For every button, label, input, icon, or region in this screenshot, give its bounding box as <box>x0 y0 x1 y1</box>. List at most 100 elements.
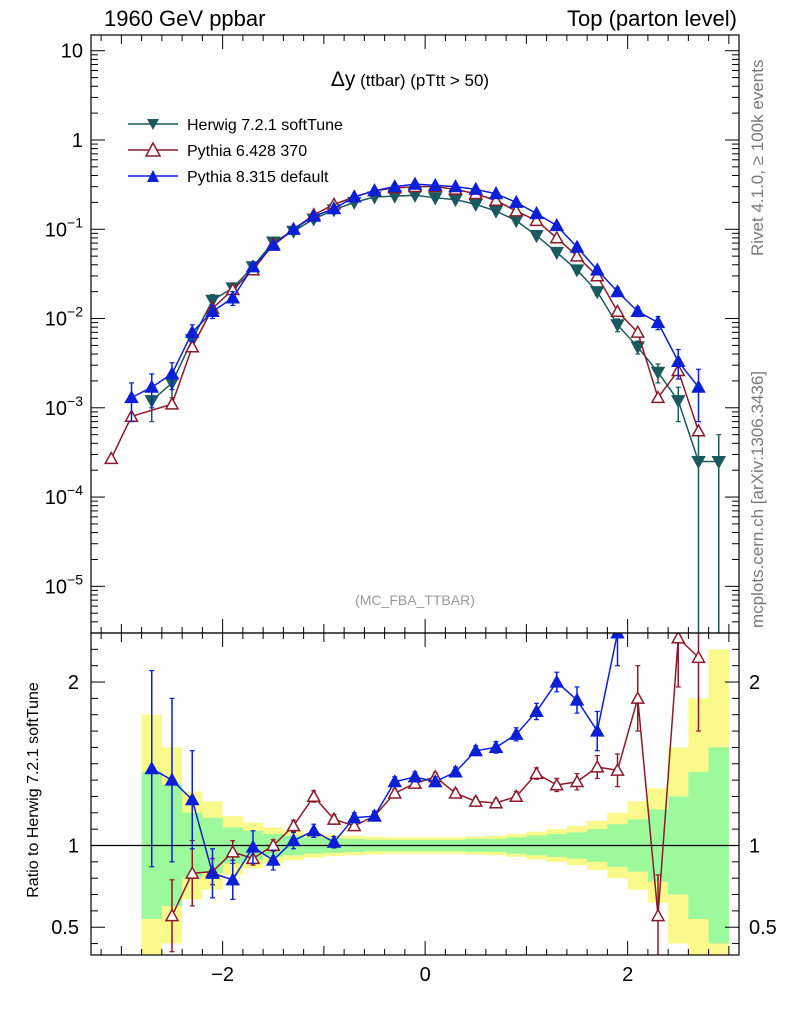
main-point-pythia-6-428-370 <box>650 390 666 404</box>
ratio-point-pythia-6-428-370 <box>225 844 241 858</box>
ratio-point-pythia-8-315-default <box>427 774 443 788</box>
main-point-herwig-7-2-1-softtune <box>630 341 646 355</box>
main-ytick-label: 10 <box>61 41 83 63</box>
ratio-point-pythia-8-315-default <box>326 834 342 848</box>
legend-label-herwig: Herwig 7.2.1 softTune <box>187 117 343 134</box>
main-point-pythia-8-315-default <box>448 179 463 193</box>
main-point-herwig-7-2-1-softtune <box>549 246 565 260</box>
main-point-pythia-8-315-default <box>569 239 585 253</box>
main-point-pythia-8-315-default <box>326 201 342 215</box>
ratio-point-pythia-6-428-370 <box>387 785 403 799</box>
main-plot-layer <box>103 176 727 633</box>
main-line-pythia-8-315-default <box>131 183 700 399</box>
main-point-pythia-6-428-370 <box>184 339 200 353</box>
ratio-point-pythia-6-428-370 <box>630 690 646 704</box>
ratio-point-pythia-6-428-370 <box>184 865 200 879</box>
main-ytick-label: 10−1 <box>45 214 83 241</box>
main-point-pythia-8-315-default <box>407 176 423 190</box>
xtick-label: −2 <box>211 964 234 986</box>
main-point-pythia-8-315-default <box>650 315 666 329</box>
main-point-pythia-8-315-default <box>205 303 220 318</box>
main-point-pythia-8-315-default <box>488 186 504 200</box>
main-ytick-label: 10−5 <box>45 571 83 598</box>
main-point-pythia-8-315-default <box>265 237 281 251</box>
ratio-ytick-label-right: 2 <box>749 672 760 694</box>
ratio-point-pythia-8-315-default <box>225 872 241 886</box>
ratio-point-pythia-8-315-default <box>468 743 484 757</box>
ratio-point-pythia-8-315-default <box>448 764 463 778</box>
ratio-point-pythia-6-428-370 <box>306 788 322 803</box>
ratio-ylabel: Ratio to Herwig 7.2.1 softTune <box>25 682 42 898</box>
ratio-point-pythia-8-315-default <box>346 810 362 824</box>
ratio-ytick-label-left: 0.5 <box>51 917 79 939</box>
ratio-ytick-label-left: 2 <box>68 672 79 694</box>
ratio-point-pythia-8-315-default <box>164 772 180 786</box>
ratio-point-pythia-8-315-default <box>549 674 565 688</box>
main-ytick-label: 10−3 <box>45 393 83 420</box>
ratio-ytick-label-left: 1 <box>68 835 79 857</box>
main-point-pythia-8-315-default <box>306 208 322 222</box>
main-point-pythia-8-315-default <box>184 324 200 338</box>
ratio-point-pythia-8-315-default <box>184 792 200 806</box>
legend-marker-pythia8 <box>147 170 159 182</box>
plot-title: Δy (ttbar) (pTtt > 50) <box>331 68 489 91</box>
ratio-point-pythia-8-315-default <box>265 852 281 866</box>
ratio-point-pythia-6-428-370 <box>569 774 585 788</box>
ratio-point-pythia-8-315-default <box>306 823 322 837</box>
main-point-herwig-7-2-1-softtune <box>610 319 625 333</box>
main-point-herwig-7-2-1-softtune <box>650 366 666 380</box>
header-left: 1960 GeV ppbar <box>104 6 266 31</box>
ratio-point-pythia-6-428-370 <box>286 818 301 832</box>
main-point-pythia-6-428-370 <box>630 324 646 338</box>
main-point-pythia-6-428-370 <box>569 248 585 262</box>
main-point-pythia-8-315-default <box>387 179 403 193</box>
ratio-ytick-label-right: 1 <box>749 835 760 857</box>
main-point-pythia-6-428-370 <box>610 303 625 318</box>
main-point-pythia-8-315-default <box>508 194 524 208</box>
main-point-herwig-7-2-1-softtune <box>468 198 484 212</box>
ratio-point-pythia-6-428-370 <box>468 793 484 807</box>
main-point-pythia-8-315-default <box>468 181 484 195</box>
main-point-pythia-6-428-370 <box>549 230 565 244</box>
main-ytick-label: 10−2 <box>45 304 83 331</box>
main-point-pythia-6-428-370 <box>164 396 180 410</box>
legend-label-pythia8: Pythia 8.315 default <box>187 169 329 186</box>
main-point-herwig-7-2-1-softtune <box>508 215 524 229</box>
legend: Herwig 7.2.1 softTune Pythia 6.428 370 P… <box>128 117 343 186</box>
frames-and-ticks <box>90 34 740 956</box>
ratio-point-pythia-6-428-370 <box>589 759 605 773</box>
ratio-frame <box>90 632 740 956</box>
main-point-herwig-7-2-1-softtune <box>529 230 544 244</box>
ratio-point-pythia-6-428-370 <box>670 633 686 644</box>
main-point-pythia-6-428-370 <box>488 192 504 207</box>
legend-marker-pythia6 <box>144 141 162 157</box>
ratio-band-yellow <box>141 649 729 955</box>
ratio-point-pythia-6-428-370 <box>346 818 362 832</box>
main-point-herwig-7-2-1-softtune <box>711 455 727 470</box>
xtick-label: 0 <box>420 964 431 986</box>
plot-title-symbol: Δy <box>331 68 356 91</box>
ratio-point-pythia-6-428-370 <box>448 785 463 799</box>
main-point-pythia-8-315-default <box>286 221 301 235</box>
main-point-pythia-8-315-default <box>367 183 382 197</box>
ratio-point-pythia-6-428-370 <box>407 775 423 789</box>
main-point-herwig-7-2-1-softtune <box>670 395 686 409</box>
plot-title-rest: (ttbar) (pTtt > 50) <box>355 71 489 90</box>
main-line-pythia-6-428-370 <box>110 185 700 459</box>
main-point-pythia-8-315-default <box>164 366 180 380</box>
main-point-pythia-8-315-default <box>589 262 605 276</box>
main-point-pythia-8-315-default <box>225 290 241 304</box>
xtick-label: 2 <box>622 964 633 986</box>
ratio-plot-layer <box>91 633 739 955</box>
ratio-point-pythia-8-315-default <box>205 865 220 879</box>
ratio-point-pythia-6-428-370 <box>488 795 504 809</box>
main-ytick-label: 10−4 <box>45 482 83 509</box>
ratio-point-pythia-6-428-370 <box>529 766 544 780</box>
main-point-herwig-7-2-1-softtune <box>427 192 443 206</box>
ratio-point-pythia-6-428-370 <box>691 649 706 664</box>
main-point-pythia-8-315-default <box>630 303 646 318</box>
main-point-herwig-7-2-1-softtune <box>589 286 605 300</box>
main-point-pythia-8-315-default <box>691 379 706 393</box>
